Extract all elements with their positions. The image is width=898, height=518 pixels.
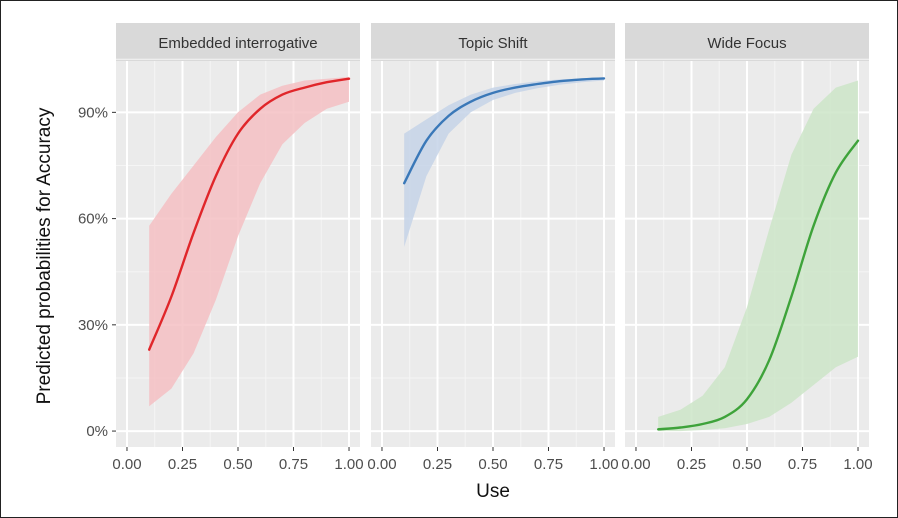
y-tick-label: 0% — [86, 423, 108, 440]
y-axis-title: Predicted probabilities for Accuracy — [34, 107, 55, 404]
x-axis-title: Use — [476, 481, 510, 502]
x-tick-label: 1.00 — [589, 456, 618, 473]
x-tick-label: 0.00 — [621, 456, 650, 473]
x-tick-label: 0.00 — [367, 456, 396, 473]
series-line — [403, 77, 606, 185]
x-tick-label: 0.50 — [478, 456, 507, 473]
x-tick-label: 0.75 — [534, 456, 563, 473]
y-tick-label: 30% — [78, 317, 108, 334]
x-tick-label: 0.50 — [732, 456, 761, 473]
panel-topic-shift: Topic Shift 0.00 0.25 0.50 0.75 1.00 — [367, 23, 619, 473]
x-tick-label: 0.25 — [423, 456, 452, 473]
panels-layer: Embedded interrogative 0.00 0.25 0.50 0.75 1.… — [112, 23, 873, 473]
panel-title: Embedded interrogative — [158, 35, 317, 52]
panel-title: Topic Shift — [458, 35, 528, 52]
x-tick-label: 0.25 — [677, 456, 706, 473]
y-tick-label: 60% — [78, 211, 108, 228]
x-tick-label: 0.25 — [168, 456, 197, 473]
panel-wide-focus: Wide Focus 0.00 0.25 0.50 0.75 1.00 — [621, 23, 873, 473]
x-tick-label: 1.00 — [334, 456, 363, 473]
panel-title: Wide Focus — [707, 35, 786, 52]
confidence-band — [149, 76, 349, 407]
x-tick-label: 0.75 — [279, 456, 308, 473]
panel-strip — [625, 23, 869, 61]
x-tick-label: 1.00 — [843, 456, 872, 473]
x-tick-label: 0.50 — [223, 456, 252, 473]
x-tick-label: 0.00 — [112, 456, 141, 473]
confidence-band — [658, 80, 858, 432]
x-tick-label: 0.75 — [788, 456, 817, 473]
series-line — [657, 139, 860, 431]
y-tick-label: 90% — [78, 104, 108, 121]
panel-strip — [371, 23, 615, 61]
y-axis: 0% 30% 60% 90% — [78, 104, 116, 440]
confidence-band — [404, 77, 604, 247]
panel-strip — [116, 23, 360, 61]
series-line — [148, 77, 351, 351]
panel-embedded-interrogative: Embedded interrogative 0.00 0.25 0.50 0.75 1.… — [112, 23, 364, 473]
